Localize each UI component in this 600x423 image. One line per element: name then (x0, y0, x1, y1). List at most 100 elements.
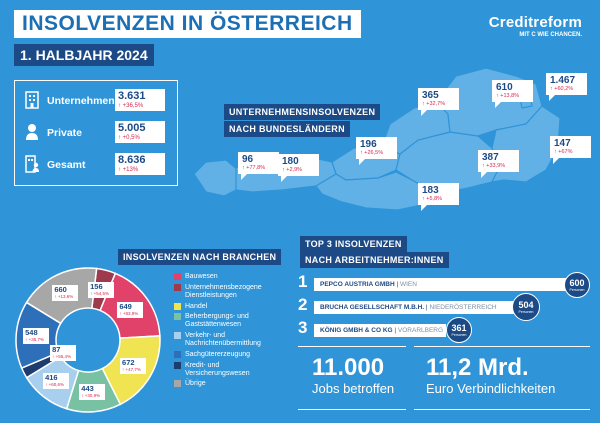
region-change: ↑ +2,9% (282, 167, 303, 173)
stat-label: Unternehmen (47, 95, 115, 107)
region-value: 1.467 (550, 75, 576, 86)
donut-segment-value: 416 (45, 373, 58, 383)
donut-segment-change: ↑ +55,4% (52, 353, 71, 359)
top3-count: 600 (569, 278, 585, 288)
summary-liabilities: 11,2 Mrd. Euro Verbindlichkeiten (414, 346, 590, 410)
legend-label: Sachgütererzeugung (185, 350, 250, 358)
top3-count-circle: 361 Personen (446, 317, 472, 343)
legend-label: Verkehr- und Nachrichtenübermittlung (185, 331, 261, 348)
donut-segment-change: ↑ +30,9% (81, 392, 101, 398)
donut-segment-value: 443 (81, 383, 94, 393)
region-change: ↑ +60,2% (550, 86, 574, 92)
region-change: ↑ +26,5% (360, 150, 384, 156)
legend-swatch (174, 313, 181, 320)
top3-heading-line2: NACH ARBEITNEHMER:INNEN (300, 252, 449, 268)
region-value: 610 (496, 82, 513, 93)
stat-value: 8.636 (118, 154, 146, 166)
legend-swatch (174, 380, 181, 387)
donut-segment-change: ↑ +13,6% (54, 294, 74, 300)
stat-row-gesamt: Gesamt 8.636 ↑ +13% (15, 153, 177, 177)
region-bubble: 610 ↑ +13,8% (492, 80, 533, 108)
donut-segment-change: ↑ +83,9% (119, 310, 139, 316)
donut-segment-label: 87 ↑ +55,4% (50, 344, 77, 361)
donut-segment-change: ↑ +47,7% (122, 367, 141, 372)
building-person-icon (25, 155, 39, 173)
stats-box: Unternehmen 3.631 ↑ +36,5% Private 5.005… (14, 80, 178, 186)
legend-swatch (174, 284, 181, 291)
top3-rank: 3 (298, 318, 308, 337)
top3-count-unit: Personen (569, 288, 585, 292)
top3-row: 3 KÖNIG GMBH & CO KG | VORARLBERG 361 Pe… (298, 317, 588, 343)
region-value: 196 (360, 139, 377, 150)
stat-change: ↑ +0,5% (118, 135, 140, 141)
stat-change: ↑ +36,5% (118, 103, 144, 109)
legend-swatch (174, 351, 181, 358)
top3-heading-line1: TOP 3 INSOLVENZEN (300, 236, 407, 252)
region-bubble: 365 ↑ +32,7% (418, 88, 459, 116)
region-value: 387 (482, 152, 499, 163)
map-region-vorarlberg (193, 159, 239, 197)
donut-segment-value: 156 (90, 281, 103, 291)
map-heading-line1: UNTERNEHMENSINSOLVENZEN (224, 104, 381, 120)
branchen-heading: INSOLVENZEN NACH BRANCHEN (118, 249, 282, 265)
region-value: 365 (422, 90, 439, 101)
legend-swatch (174, 362, 181, 369)
region-change: ↑ +32,7% (422, 101, 446, 107)
summary-value: 11,2 Mrd. (426, 354, 529, 381)
logo-name: Creditreform (488, 14, 582, 31)
donut-segment-label: 649 ↑ +83,9% (117, 301, 144, 318)
region-value: 183 (422, 185, 439, 196)
top3-rank: 2 (298, 295, 308, 314)
top3-count-unit: Personen (518, 310, 534, 314)
logo: Creditreform MIT C WIE CHANCEN. (489, 14, 582, 38)
summary-label: Euro Verbindlichkeiten (426, 381, 556, 396)
donut-segment-label: 443 ↑ +30,9% (79, 383, 106, 400)
stat-label: Gesamt (47, 159, 86, 171)
region-bubble: 183 ↑ +5,8% (418, 183, 459, 211)
region-change: ↑ +5,8% (422, 196, 443, 202)
stat-value-box: 8.636 ↑ +13% (115, 153, 165, 175)
top3-count-unit: Personen (451, 333, 467, 337)
top3-bar: BRUCHA GESELLSCHAFT M.B.H. | NIEDERÖSTER… (314, 301, 524, 314)
donut-segment-label: 416 ↑ +60,6% (43, 373, 70, 390)
top3-region: WIEN (399, 281, 417, 288)
top3-region: VORARLBERG (397, 327, 444, 334)
donut-segment-label: 672 ↑ +47,7% (120, 358, 147, 374)
region-change: ↑ +33,9% (482, 163, 506, 169)
top3-company: PEPCO AUSTRIA GMBH (320, 281, 395, 288)
building-icon (25, 91, 39, 109)
donut-segment-value: 87 (52, 344, 61, 354)
donut-segment-change: ↑ +54,5% (90, 290, 109, 296)
donut-segment-label: 548 ↑ +35,7% (23, 328, 50, 345)
region-bubble: 387 ↑ +33,9% (478, 150, 519, 178)
top3-company: BRUCHA GESELLSCHAFT M.B.H. (320, 304, 425, 311)
donut-segment-value: 660 (54, 285, 67, 295)
region-bubble: 147 ↑ +67% (550, 136, 591, 164)
region-bubble: 96 ↑ +77,8% (238, 152, 279, 180)
page-title: INSOLVENZEN IN ÖSTERREICH (14, 10, 361, 38)
donut-segment-value: 548 (25, 328, 38, 338)
stat-label: Private (47, 127, 83, 139)
donut-segment-change: ↑ +60,6% (45, 382, 64, 388)
top3-bar: PEPCO AUSTRIA GMBH | WIEN (314, 278, 570, 291)
map-heading-line2: NACH BUNDESLÄNDERN (224, 121, 350, 137)
stat-row-unternehmen: Unternehmen 3.631 ↑ +36,5% (15, 89, 177, 113)
legend-label: Übrige (185, 379, 206, 387)
region-change: ↑ +67% (554, 149, 573, 155)
legend-swatch (174, 303, 181, 310)
donut-segment-label: 660 ↑ +13,6% (52, 285, 79, 302)
region-bubble: 1.467 ↑ +60,2% (546, 73, 587, 101)
legend-label: Unternehmensbezogene Dienstleistungen (185, 283, 262, 300)
region-change: ↑ +13,8% (496, 93, 520, 99)
page-subtitle: 1. HALBJAHR 2024 (14, 44, 154, 66)
top3-count-circle: 600 Personen (564, 272, 590, 298)
top3-count-circle: 504 Personen (512, 293, 540, 321)
region-value: 96 (242, 154, 254, 165)
stat-value-box: 5.005 ↑ +0,5% (115, 121, 165, 143)
donut-segment-value: 672 (122, 358, 135, 367)
stat-value-box: 3.631 ↑ +36,5% (115, 89, 165, 111)
legend-swatch (174, 332, 181, 339)
logo-tagline: MIT C WIE CHANCEN. (519, 32, 582, 38)
stat-row-private: Private 5.005 ↑ +0,5% (15, 121, 177, 145)
region-value: 147 (554, 138, 571, 149)
